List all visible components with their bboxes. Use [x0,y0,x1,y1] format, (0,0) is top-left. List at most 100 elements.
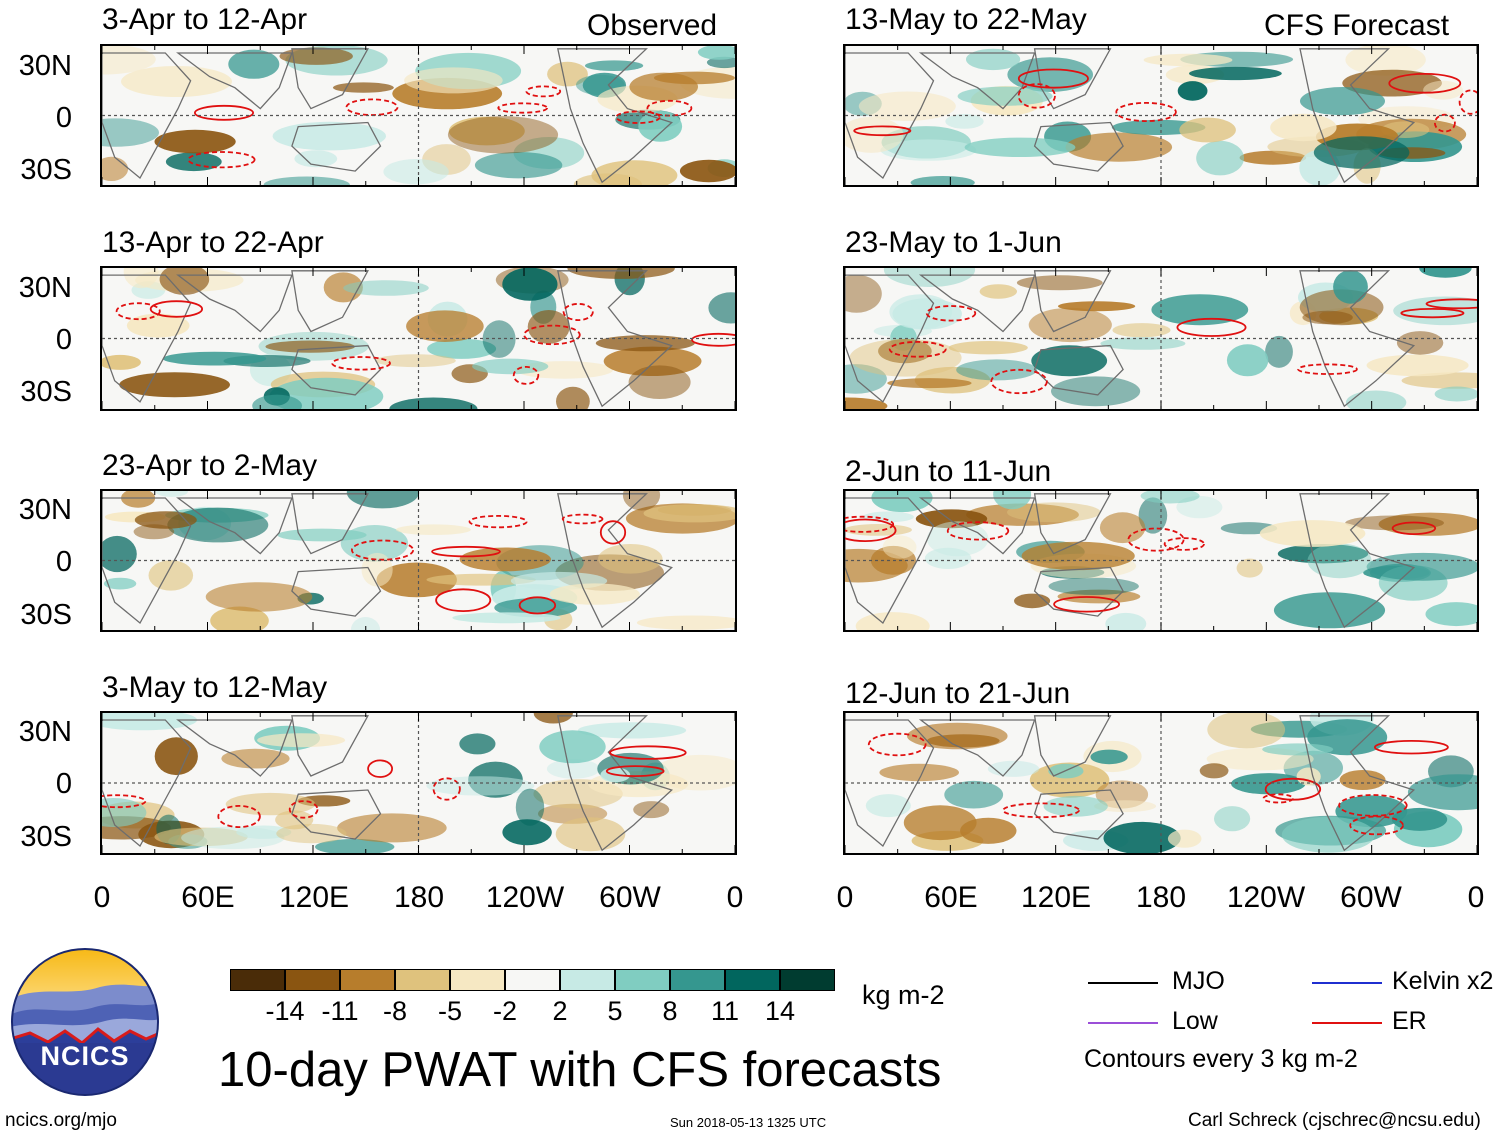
coastline [845,719,935,848]
anomaly-shading [361,552,393,587]
anomaly-shading [1277,544,1369,564]
legend-mjo-line [1088,982,1158,984]
anomaly-shading [1391,807,1448,831]
colorbar-tick-label: -14 [265,996,305,1026]
lon-label-60w: 60W [599,881,661,914]
lat-label-30n: 30N [18,716,72,748]
anomaly-shading [1265,335,1293,368]
anomaly-shading [547,61,588,87]
colorbar-swatch [780,969,835,991]
coastline [291,566,382,617]
anomaly-shading [628,365,691,399]
er-contour [345,98,399,116]
colorbar-tick-label: -2 [492,996,518,1026]
colorbar-tick-label: 2 [552,996,568,1026]
lat-label-0: 0 [55,324,72,356]
er-contour [468,515,528,529]
anomaly-shading [1226,344,1269,377]
coastline [1299,270,1416,408]
er-contour [115,302,161,321]
anomaly-shading [879,763,959,782]
panel-title-forecast-2: 23-May to 1-Jun [845,226,1062,259]
er-contour [435,588,492,612]
lat-label-30n: 30N [18,494,72,526]
panel-title-observed-3: 23-Apr to 2-May [102,449,318,482]
anomaly-shading [1043,795,1108,817]
anomaly-shading [337,813,447,843]
er-contour [1264,777,1322,801]
colorbar-swatch [670,969,725,991]
anomaly-shading [1302,310,1353,325]
lon-label-0: 0 [1467,881,1485,914]
anomaly-shading [1065,132,1173,162]
anomaly-shading [708,292,735,324]
er-contour [194,104,255,121]
anomaly-shading [643,504,735,523]
coastline [556,715,673,852]
er-contour [1297,363,1358,375]
er-contour [561,513,604,525]
anomaly-shading [148,560,194,591]
coastline [291,715,369,777]
anomaly-shading [1099,512,1146,544]
anomaly-shading [426,573,536,586]
anomaly-shading [1138,497,1168,534]
lat-label-0: 0 [55,768,72,800]
er-contour [1338,794,1408,817]
colorbar-tick-label: 11 [710,996,740,1026]
anomaly-shading [1273,592,1386,629]
er-contour [432,777,461,801]
colorbar-swatch [725,969,780,991]
anomaly-shading [1236,558,1263,578]
er-contour [1017,68,1089,89]
map-forecast-1 [843,44,1479,187]
anomaly-shading [993,491,1032,510]
anomaly-shading [1366,354,1469,377]
colorbar-swatch [505,969,560,991]
anomaly-shading [555,817,626,852]
colorbar-swatch [230,969,285,991]
map-field [845,46,1477,185]
coastline [556,48,673,184]
anomaly-shading [1179,117,1236,143]
colorbar-swatch [285,969,340,991]
colorbar-tick-label: -11 [321,996,359,1026]
coastline [176,52,293,110]
er-contour [1176,317,1247,337]
er-contour [1388,72,1462,94]
er-contour [288,800,319,819]
panel-title-forecast-4: 12-Jun to 21-Jun [845,677,1071,710]
anomaly-shading [154,737,198,776]
footer-url[interactable]: ncics.org/mjo [5,1110,117,1131]
er-contour [605,765,665,777]
anomaly-shading [1335,795,1408,828]
colorbar-units: kg m-2 [862,980,945,1010]
er-contour [1458,89,1477,115]
logo-text: NCICS [40,1041,130,1071]
anomaly-shading [1393,296,1477,326]
anomaly-shading [871,491,933,513]
panel-title-observed-4: 3-May to 12-May [102,671,328,704]
lat-label-30s: 30S [20,599,72,631]
er-contour [149,300,204,318]
anomaly-shading [502,268,558,301]
ncics-logo[interactable]: NCICS [10,947,160,1097]
anomaly-shading [346,491,419,509]
anomaly-shading [966,503,1079,526]
anomaly-shading [880,139,977,161]
coastline [291,121,382,172]
map-field [845,491,1477,630]
anomaly-shading [276,823,347,844]
anomaly-shading [154,129,236,154]
er-contour [1400,307,1465,319]
map-field [102,491,735,630]
coastline [845,52,935,180]
er-contour [1053,596,1121,613]
footer-timestamp: Sun 2018-05-13 1325 UTC [670,1115,827,1130]
anomaly-shading [165,152,222,172]
lon-label-120w: 120W [1226,881,1306,914]
map-forecast-3 [843,489,1479,632]
anomaly-shading [679,159,735,183]
lat-label-30s: 30S [20,376,72,408]
coastline [1033,270,1112,333]
